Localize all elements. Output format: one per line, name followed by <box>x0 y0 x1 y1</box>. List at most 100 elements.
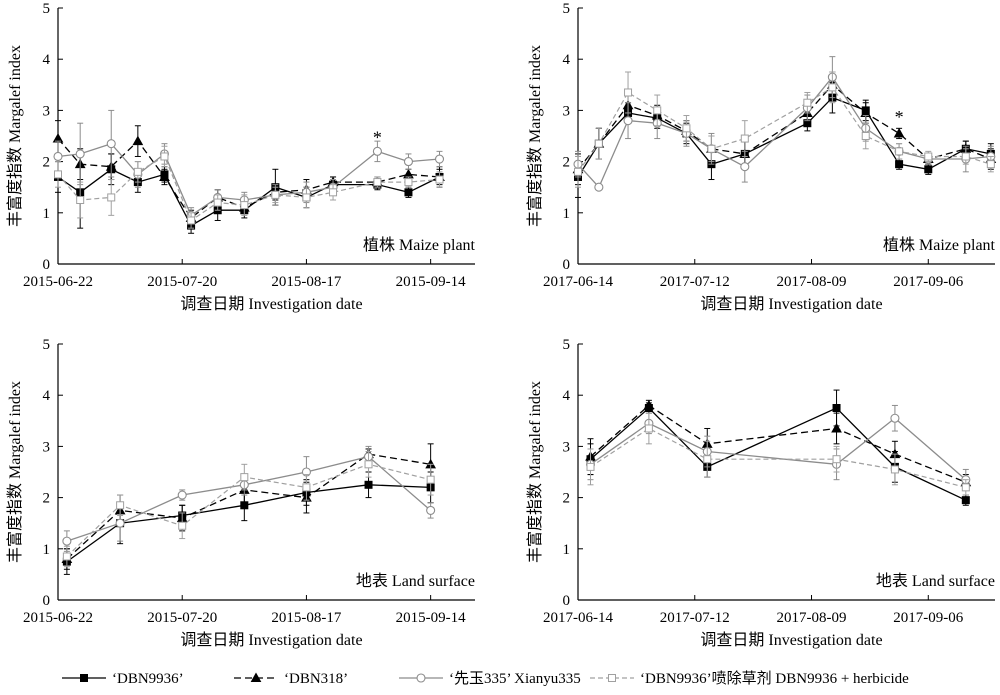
series-4 <box>62 451 435 568</box>
data-point <box>740 134 749 143</box>
data-point <box>707 144 716 153</box>
legend-marker <box>250 672 262 682</box>
y-tick-label: 1 <box>563 206 571 222</box>
data-point <box>890 465 899 474</box>
data-point <box>924 165 933 174</box>
x-tick-label: 2015-07-20 <box>147 610 217 626</box>
data-point <box>178 521 187 530</box>
series-1 <box>586 389 970 506</box>
y-tick-label: 2 <box>43 491 51 507</box>
y-tick-label: 2 <box>43 155 51 171</box>
data-point <box>828 83 837 92</box>
data-point <box>54 170 62 179</box>
series-line <box>577 96 991 178</box>
data-point <box>740 162 750 172</box>
chart-panel-4: 0 1 2 3 4 5 2017-06-14 2017-07-12 2017-08-09 2017… <box>526 337 995 649</box>
panel-label: 植株 Maize plant <box>883 236 996 254</box>
x-axis-title: 调查日期 Investigation date <box>180 295 362 313</box>
data-point <box>187 216 196 225</box>
y-tick-label: 1 <box>43 542 51 558</box>
data-point <box>364 480 373 489</box>
data-point <box>435 175 444 184</box>
data-point <box>240 473 249 482</box>
y-tick-label: 4 <box>43 52 51 68</box>
y-tick-label: 4 <box>563 388 571 404</box>
data-point <box>426 475 435 484</box>
x-tick-label: 2017-06-14 <box>543 274 613 290</box>
legend-label: ‘DBN318’ <box>284 671 348 687</box>
data-point <box>644 424 653 433</box>
data-point <box>76 196 85 204</box>
panel-label: 地表 Land surface <box>876 572 995 590</box>
series-line <box>66 455 432 542</box>
data-point <box>302 483 311 492</box>
data-point <box>107 193 116 202</box>
data-point <box>961 496 970 505</box>
data-point <box>213 198 222 207</box>
data-point <box>372 146 382 156</box>
y-tick-label: 4 <box>563 52 571 68</box>
data-point <box>329 188 338 197</box>
y-tick-label: 3 <box>43 439 51 455</box>
data-point <box>861 132 870 140</box>
significance-mark: * <box>373 128 382 148</box>
y-tick-label: 2 <box>563 155 571 171</box>
legend-marker <box>608 674 616 682</box>
y-tick-label: 3 <box>563 439 571 455</box>
series-line <box>57 168 440 227</box>
x-tick-label: 2015-09-14 <box>396 610 466 626</box>
y-tick-label: 5 <box>43 1 51 17</box>
y-tick-label: 0 <box>563 257 571 273</box>
y-tick-label: 3 <box>563 103 571 119</box>
data-point <box>240 201 249 210</box>
x-tick-label: 2015-06-22 <box>23 610 93 626</box>
data-point <box>177 490 187 500</box>
x-tick-label: 2015-06-22 <box>23 274 93 290</box>
series-2 <box>585 399 972 491</box>
data-point <box>594 182 604 192</box>
legend-item-2: ‘DBN318’ <box>234 671 348 687</box>
data-point <box>62 536 72 546</box>
data-point <box>106 139 116 149</box>
x-tick-label: 2017-08-09 <box>777 610 847 626</box>
x-tick-label: 2015-08-17 <box>271 610 341 626</box>
x-axis-title: 调查日期 Investigation date <box>700 631 882 649</box>
data-point <box>373 178 382 187</box>
data-point <box>115 518 125 528</box>
legend-item-4: ‘DBN9936’喷除草剂 DBN9936 + herbicide <box>590 670 909 687</box>
series-1 <box>574 81 995 198</box>
data-point <box>682 124 691 133</box>
data-point <box>893 127 905 138</box>
data-point <box>302 193 311 202</box>
data-point <box>133 167 142 176</box>
data-point <box>961 483 970 492</box>
legend-label: ‘DBN9936’ <box>112 671 184 687</box>
y-tick-label: 4 <box>43 388 51 404</box>
series-4 <box>574 71 995 188</box>
series-line <box>590 404 967 483</box>
panel-label: 地表 Land surface <box>356 572 475 590</box>
legend-marker <box>416 673 426 683</box>
x-tick-label: 2017-07-12 <box>660 610 730 626</box>
data-point <box>643 399 655 410</box>
y-tick-label: 1 <box>43 206 51 222</box>
series-line <box>57 138 440 219</box>
x-tick-label: 2017-08-09 <box>777 274 847 290</box>
data-point <box>890 413 900 423</box>
data-point <box>895 147 904 156</box>
data-point <box>404 188 413 197</box>
y-tick-label: 1 <box>563 542 571 558</box>
y-axis-title: 丰富度指数 Margalef index <box>6 381 24 563</box>
data-point <box>403 157 414 167</box>
series-4 <box>54 145 444 229</box>
data-point <box>364 460 373 469</box>
y-tick-label: 0 <box>43 593 51 609</box>
chart-panel-2: 0 1 2 3 4 5 2017-06-14 2017-07-12 2017-08-09 2017… <box>526 1 997 313</box>
series-3 <box>62 445 436 552</box>
data-point <box>623 116 633 126</box>
x-tick-label: 2015-07-20 <box>147 274 217 290</box>
data-point <box>62 552 71 561</box>
legend-marker <box>80 674 88 682</box>
x-tick-label: 2017-09-06 <box>893 274 963 290</box>
